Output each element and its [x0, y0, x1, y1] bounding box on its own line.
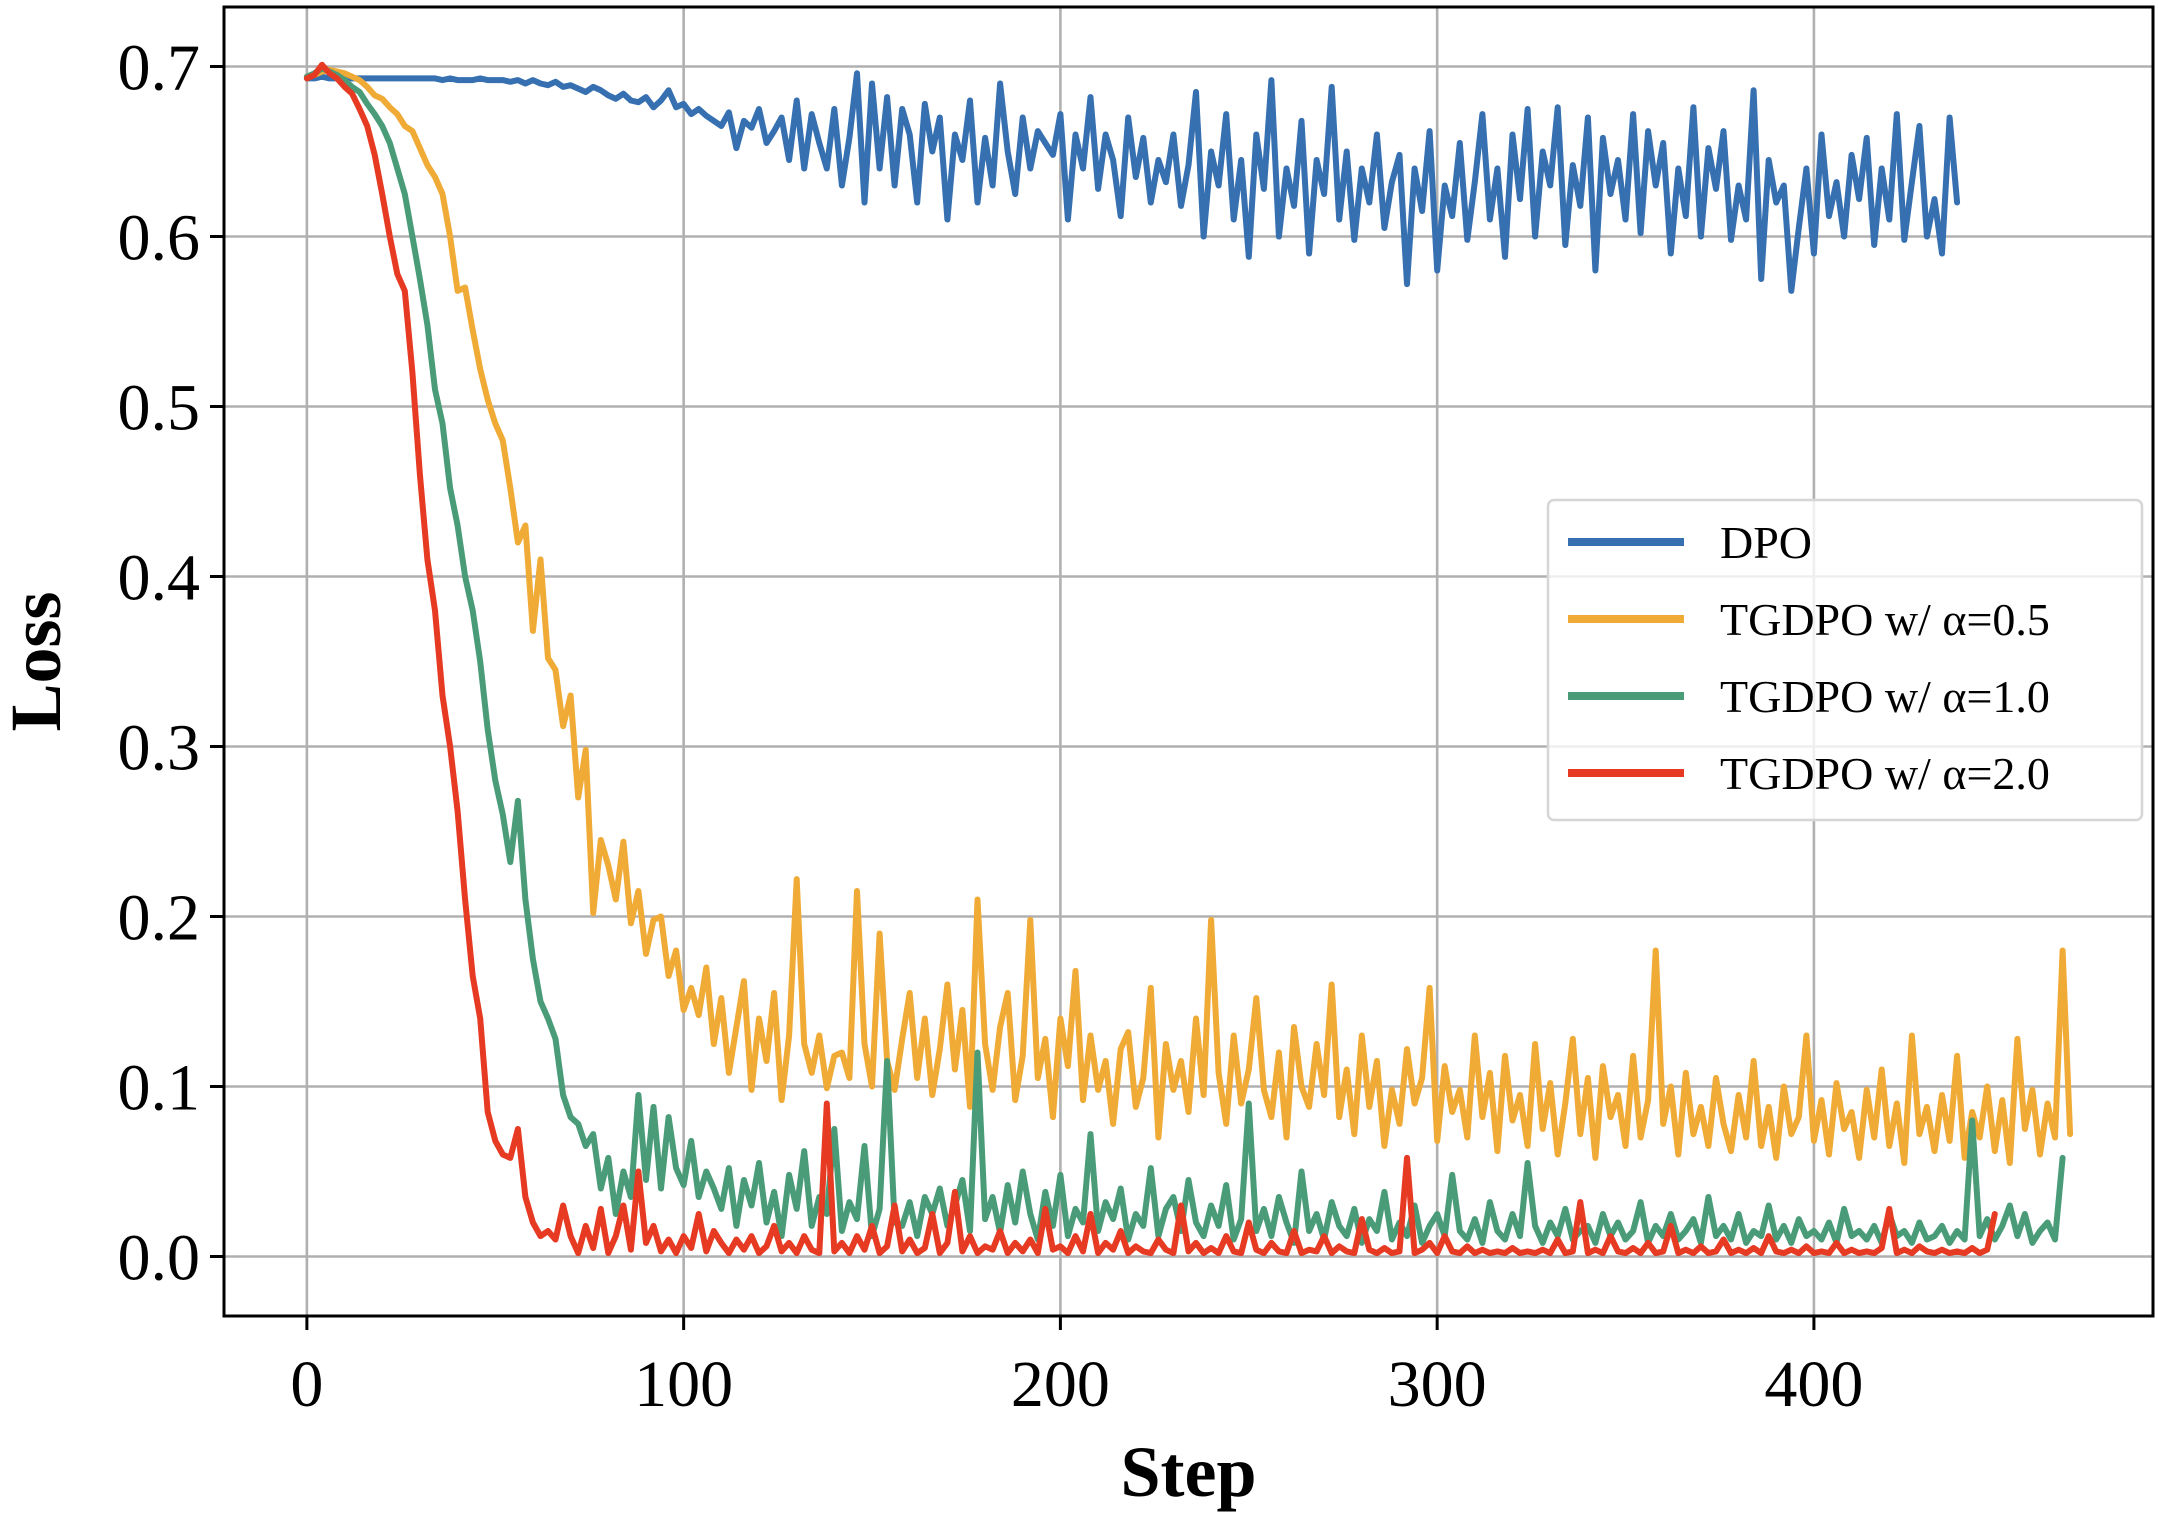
- x-axis-title: Step: [1120, 1432, 1256, 1512]
- legend-label-0: DPO: [1720, 517, 1812, 568]
- axis-ticks: 0 100 200 300 400 0.0 0.1 0.2 0.3 0.4 0.5 0.6 0.7: [118, 32, 1864, 1422]
- y-tick-label: 0.0: [118, 1222, 201, 1295]
- y-tick-label: 0.1: [118, 1052, 201, 1125]
- y-tick-label: 0.6: [118, 202, 201, 275]
- series-line-3: [303, 61, 1998, 1257]
- x-tick-label: 100: [634, 1348, 733, 1421]
- series-lines: [303, 61, 2074, 1257]
- legend-box: [1546, 498, 2144, 822]
- y-tick-label: 0.4: [118, 542, 201, 615]
- legend-label-1: TGDPO w/ α=0.5: [1720, 594, 2050, 645]
- y-tick-label: 0.7: [118, 32, 201, 105]
- x-tick-label: 400: [1764, 1348, 1863, 1421]
- x-tick-label: 300: [1388, 1348, 1487, 1421]
- legend: DPO TGDPO w/ α=0.5 TGDPO w/ α=1.0 TGDPO w/ …: [1546, 498, 2144, 822]
- x-tick-label: 200: [1011, 1348, 1110, 1421]
- y-tick-label: 0.3: [118, 712, 201, 785]
- series-line-1: [303, 66, 2074, 1166]
- y-axis-title: Loss: [0, 591, 76, 731]
- axes-frame: [222, 5, 2155, 1318]
- y-tick-label: 0.5: [118, 372, 201, 445]
- series-line-2: [303, 65, 2066, 1246]
- series-line-0: [303, 70, 1961, 294]
- x-tick-label: 0: [290, 1348, 323, 1421]
- legend-label-3: TGDPO w/ α=2.0: [1720, 748, 2050, 799]
- legend-label-2: TGDPO w/ α=1.0: [1720, 671, 2050, 722]
- y-tick-label: 0.2: [118, 882, 201, 955]
